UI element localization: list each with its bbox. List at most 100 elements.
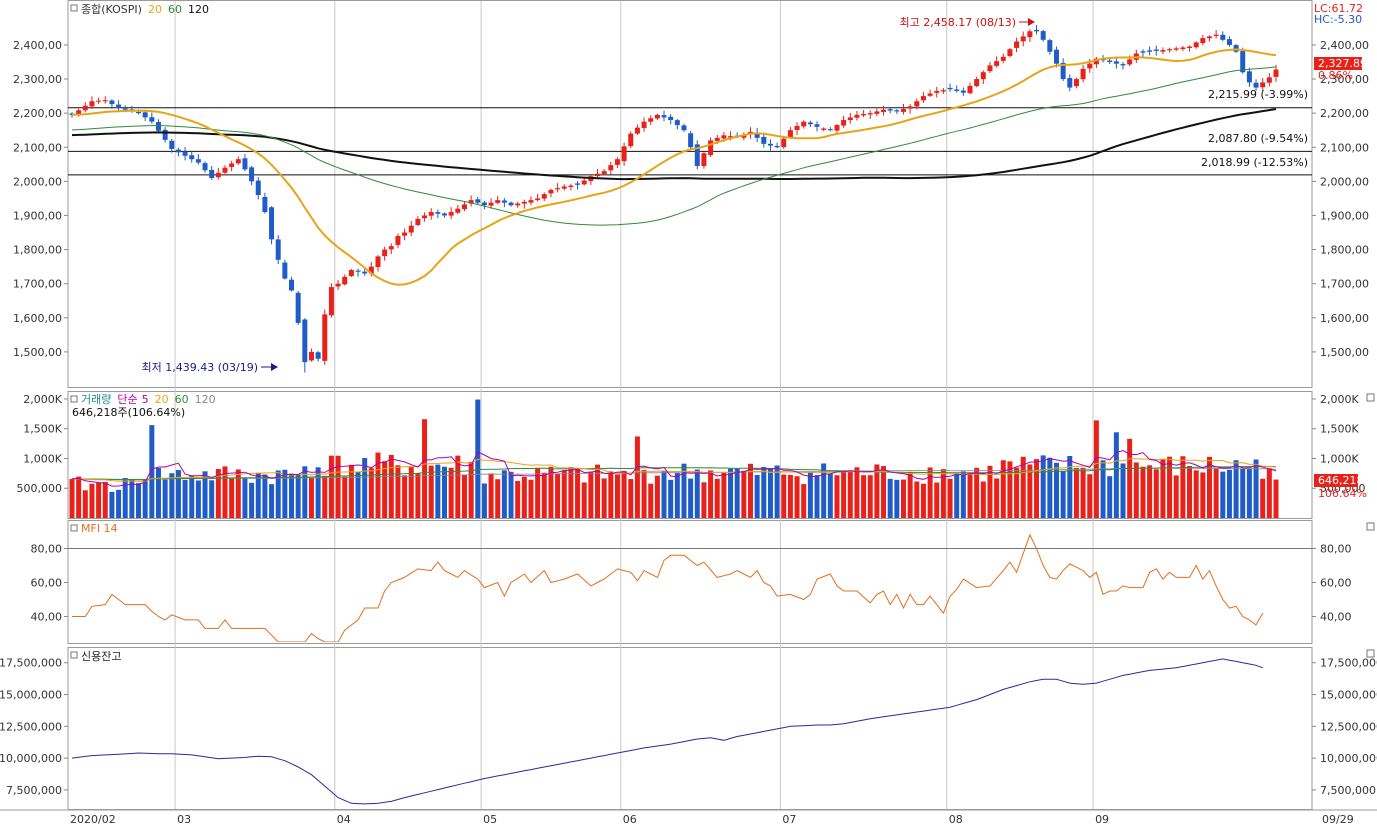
candle-body [461,204,467,210]
volume-bar [867,475,873,518]
mfi-panel-close-icon[interactable] [1366,522,1375,531]
volume-bar [761,467,767,518]
candle-body [1206,36,1212,39]
candle-body [1173,48,1179,50]
candle-body [428,212,434,216]
candle-body [708,140,714,156]
candle-body [116,104,122,109]
y-tick-label-left: 2,200,00 [13,107,62,120]
volume-bar [1153,469,1159,518]
candle-body [455,208,461,213]
candle-body [348,270,354,277]
volume-bar [1233,460,1239,518]
volume-bar [129,479,135,518]
candle-body [1093,58,1099,65]
candle-body [947,87,953,90]
high-label: 최고 2,458.17 (08/13) [899,16,1016,29]
candle-body [794,125,800,130]
x-tick-label: 2020/02 [70,813,116,826]
volume-bar [894,479,900,518]
candle-body [169,140,175,149]
margin-legend-box-icon[interactable] [70,651,78,659]
volume-bar [674,472,680,518]
y-tick-label-left: 2,400,00 [13,39,62,52]
y-tick-label-left: 17,500,000 [0,657,62,670]
volume-bar [388,454,394,518]
volume-bar [1000,460,1006,518]
price-legend-box-icon[interactable] [70,4,78,12]
candle-body [388,246,394,250]
candle-body [535,198,541,201]
candle-body [96,100,102,102]
volume-ma20-line [71,458,1277,482]
candle-body [781,138,787,148]
candle-body [714,137,720,141]
y-tick-label-left: 1,700,00 [13,278,62,291]
mfi-legend-box-icon[interactable] [70,524,78,532]
volume-panel-close-icon[interactable] [1366,393,1375,402]
volume-legend-box-icon[interactable] [70,395,78,403]
volume-bar [1260,478,1266,518]
volume-bar [461,474,467,518]
candle-body [814,124,820,127]
candle-body [1167,49,1173,51]
y-tick-label-right: 10,000,000 [1320,752,1377,765]
candle-body [668,116,674,120]
volume-bar [282,469,288,518]
candle-body [442,213,448,216]
high-annotation: 최고 2,458.17 (08/13) [899,16,1035,29]
volume-bar [940,469,946,518]
candle-body [1147,50,1153,52]
candle-body [269,207,275,240]
volume-bar [422,419,428,518]
volume-bar [861,475,867,518]
volume-legend: 거래량 단순 5 20 60 120 646,218주(106.64%) [70,393,216,419]
candle-body [1180,47,1186,49]
margin-panel-close-icon[interactable] [1366,649,1375,658]
y-tick-label-left: 40,00 [31,611,63,624]
candle-body [215,172,221,178]
candle-body [1193,42,1199,48]
grid-lines [68,1,1312,809]
candle-body [801,121,807,127]
candle-body [847,117,853,121]
candle-body [308,351,314,361]
price-panel[interactable] [67,0,1313,388]
lc-label: LC:61.72 [1314,2,1363,15]
mfi-panel[interactable] [67,520,1313,644]
volume-bar [96,482,102,518]
volume-bar [954,473,960,518]
candle-body [1246,71,1252,83]
volume-bar [342,476,348,518]
candle-body [1034,29,1040,32]
volume-bar [442,466,448,518]
volume-bar [1167,456,1173,518]
volume-bar [801,484,807,518]
candle-body [601,171,607,175]
candle-body [515,203,521,206]
volume-bar [328,455,334,518]
candle-body [1120,64,1126,66]
y-tick-label-left: 2,100,00 [13,141,62,154]
mfi-line-group [72,533,1264,642]
y-tick-label-right: 7,500,000 [1320,784,1376,797]
volume-bar [575,468,581,518]
margin-balance-line [71,658,1263,805]
candle-body [841,119,847,126]
price-legend: 종합(KOSPI) 20 60 120 [70,3,209,16]
volume-bar [335,455,341,518]
y-tick-label-left: 2,300,00 [13,73,62,86]
y-tick-label-left: 1,000K [23,452,62,465]
volume-bar [348,464,354,518]
volume-bar [754,474,760,518]
margin-balance-legend: 신용잔고 [70,650,121,663]
y-tick-label-left: 1,800,00 [13,244,62,257]
margin-balance-panel[interactable] [67,647,1313,810]
volume-bar [1206,456,1212,518]
candle-body [1067,78,1073,88]
candle-body [82,105,88,111]
volume-bar [588,471,594,518]
candle-body [1014,41,1020,48]
y-tick-label-left: 1,500,00 [13,346,62,359]
